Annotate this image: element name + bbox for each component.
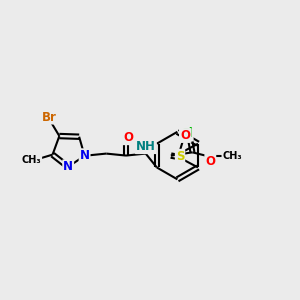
Text: S: S — [176, 150, 184, 163]
Text: Br: Br — [42, 111, 57, 124]
Text: Cl: Cl — [180, 128, 193, 140]
Text: CH₃: CH₃ — [22, 155, 41, 165]
Text: CH₃: CH₃ — [222, 151, 242, 161]
Text: O: O — [205, 155, 215, 168]
Text: N: N — [80, 149, 90, 162]
Text: N: N — [63, 160, 73, 173]
Text: NH: NH — [136, 140, 156, 153]
Text: O: O — [181, 129, 190, 142]
Text: O: O — [123, 131, 133, 144]
